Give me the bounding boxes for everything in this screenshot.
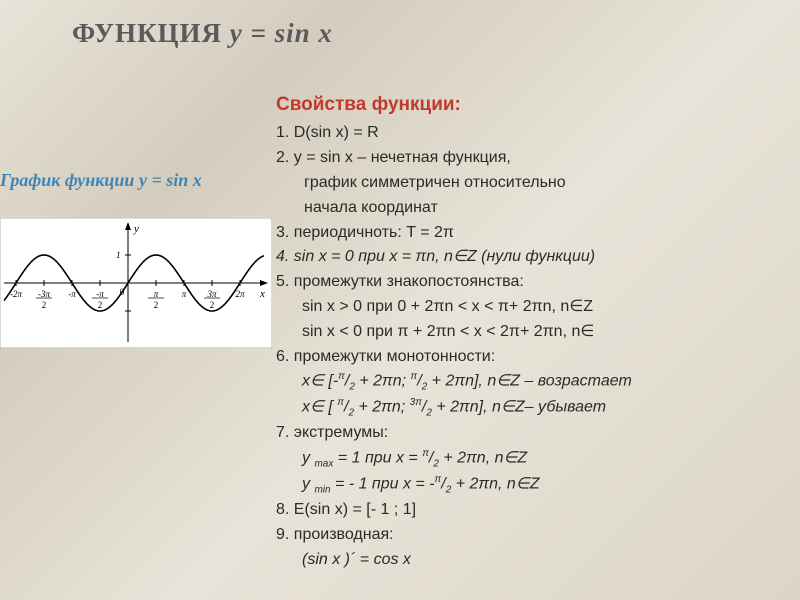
prop-7b: y min = - 1 при x = -π/2 + 2πn, n∈Z [276, 472, 632, 498]
prop-7a: y max = 1 при x = π/2 + 2πn, n∈Z [276, 446, 632, 472]
prop-6: 6. промежутки монотонности: [276, 345, 632, 370]
prop-2b: график симметричен относительно [276, 171, 632, 196]
svg-text:2: 2 [42, 300, 47, 310]
graph-subtitle: График функции y = sin x [0, 170, 202, 191]
prop-5b: sin x < 0 при π + 2πn < x < 2π+ 2πn, n∈ [276, 320, 632, 345]
prop-9a: (sin x )´ = cos x [276, 548, 632, 573]
prop-1: 1. D(sin x) = R [276, 121, 632, 146]
prop-2c: начала координат [276, 196, 632, 221]
prop-6a: x∈ [-π/2 + 2πn; π/2 + 2πn], n∈Z – возрас… [276, 369, 632, 395]
prop-4: 4. sin x = 0 при x = πn, n∈Z (нули функц… [276, 245, 632, 270]
sine-graph: yx1-2π-3π2-π-π20π2π3π22π [0, 218, 272, 348]
svg-text:-3π: -3π [38, 289, 50, 299]
prop-5: 5. промежутки знакопостоянства: [276, 270, 632, 295]
prop-2a: 2. y = sin x – нечетная функция, [276, 146, 632, 171]
svg-text:π: π [154, 289, 159, 299]
prop-7: 7. экстремумы: [276, 421, 632, 446]
svg-text:-π: -π [96, 289, 104, 299]
svg-text:1: 1 [116, 250, 121, 260]
prop-9: 9. производная: [276, 523, 632, 548]
prop-3: 3. периодичноть: T = 2π [276, 221, 632, 246]
svg-text:2π: 2π [235, 289, 245, 299]
prop-5a: sin x > 0 при 0 + 2πn < x < π+ 2πn, n∈Z [276, 295, 632, 320]
svg-text:2: 2 [154, 300, 159, 310]
page-title: ФУНКЦИЯ y = sin x [72, 18, 333, 49]
svg-text:3π: 3π [206, 289, 217, 299]
prop-8: 8. E(sin x) = [- 1 ; 1] [276, 498, 632, 523]
subtitle-prefix: График функции [0, 170, 139, 190]
svg-text:x: x [259, 288, 265, 300]
svg-text:y: y [133, 223, 139, 235]
title-equation: y = sin x [230, 18, 333, 48]
properties-block: Свойства функции: 1. D(sin x) = R 2. y =… [276, 90, 632, 573]
svg-text:2: 2 [210, 300, 215, 310]
svg-text:-π: -π [68, 289, 76, 299]
prop-6b: x∈ [ π/2 + 2πn; 3π/2 + 2πn], n∈Z– убывае… [276, 395, 632, 421]
svg-text:0: 0 [120, 287, 125, 297]
svg-text:π: π [182, 289, 187, 299]
subtitle-equation: y = sin x [139, 170, 202, 190]
title-prefix: ФУНКЦИЯ [72, 18, 230, 48]
svg-text:2: 2 [98, 300, 103, 310]
properties-header: Свойства функции: [276, 90, 632, 119]
svg-text:-2π: -2π [10, 289, 22, 299]
